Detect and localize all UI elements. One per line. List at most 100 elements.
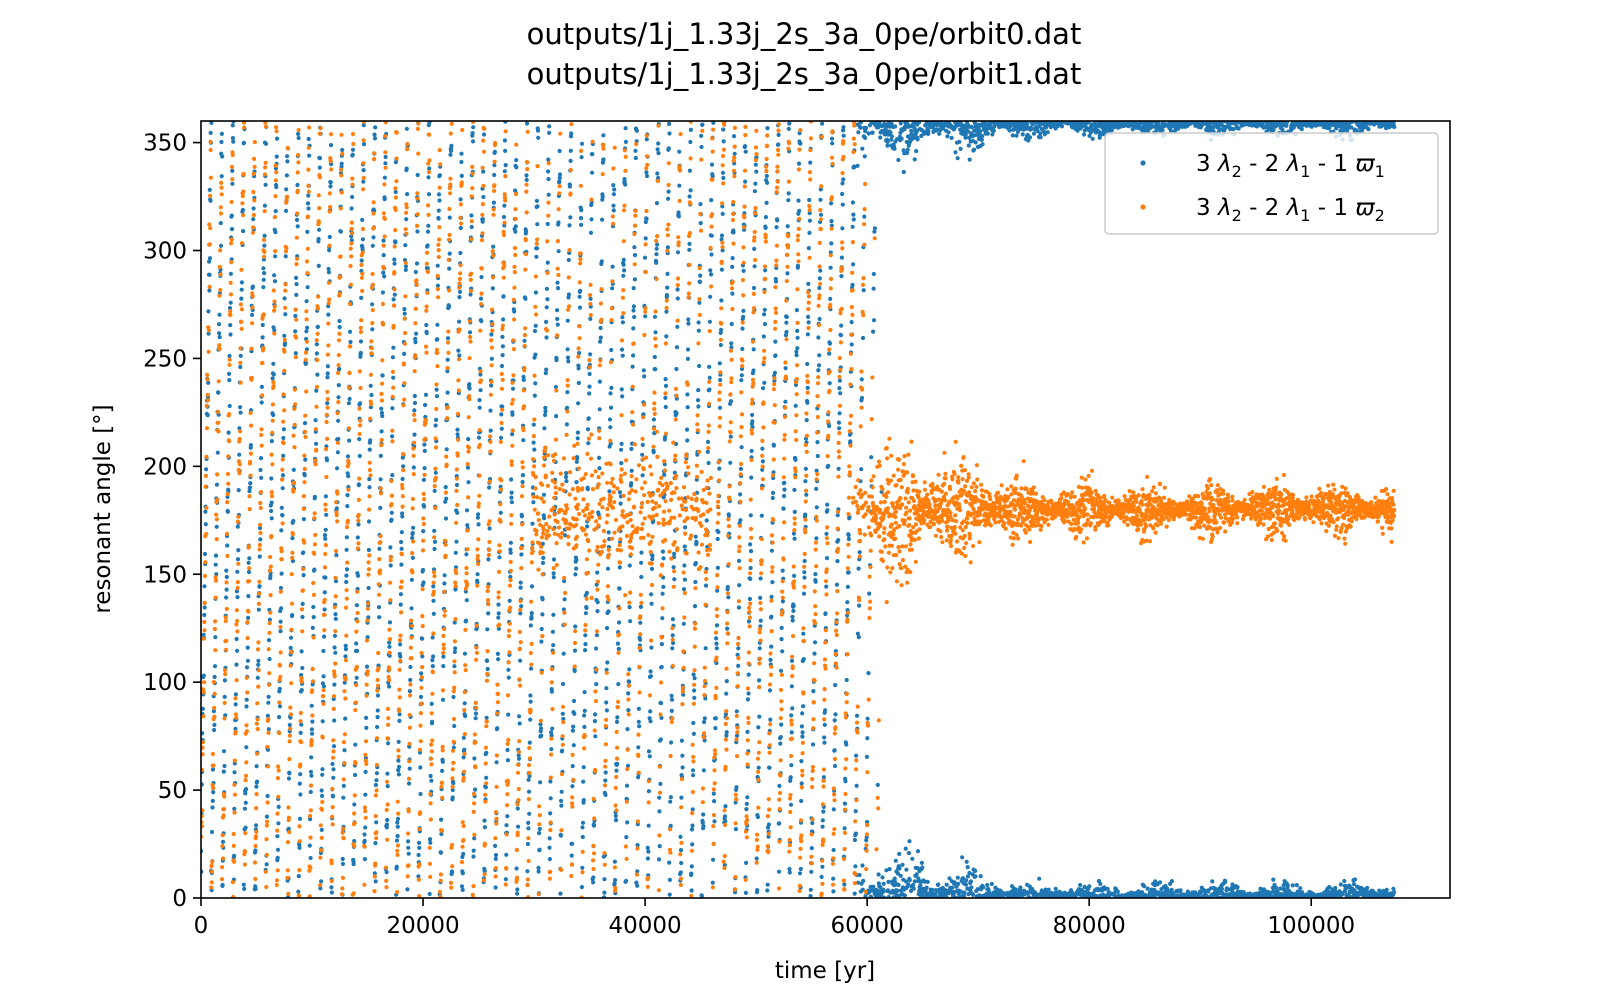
scatter-point bbox=[300, 614, 305, 620]
scatter-point bbox=[548, 796, 553, 801]
scatter-point bbox=[802, 570, 807, 575]
scatter-point bbox=[408, 664, 413, 670]
scatter-point bbox=[576, 380, 581, 386]
scatter-point bbox=[870, 130, 875, 135]
scatter-point bbox=[506, 712, 511, 717]
scatter-point bbox=[588, 296, 593, 301]
scatter-point bbox=[753, 181, 758, 186]
scatter-point bbox=[434, 417, 439, 422]
scatter-point bbox=[746, 619, 752, 624]
scatter-point bbox=[790, 618, 795, 623]
scatter-point bbox=[815, 440, 820, 445]
scatter-point bbox=[661, 556, 666, 561]
scatter-point bbox=[763, 215, 769, 220]
scatter-point bbox=[268, 573, 273, 578]
scatter-point bbox=[428, 837, 433, 842]
scatter-point bbox=[368, 438, 373, 443]
scatter-point bbox=[228, 332, 233, 337]
scatter-point bbox=[258, 467, 263, 473]
scatter-point bbox=[325, 401, 330, 406]
scatter-point bbox=[559, 803, 564, 808]
scatter-point bbox=[543, 405, 548, 410]
scatter-point bbox=[571, 743, 576, 748]
scatter-point bbox=[432, 539, 438, 545]
scatter-point bbox=[778, 741, 783, 746]
scatter-point bbox=[663, 395, 668, 400]
scatter-point bbox=[564, 422, 570, 427]
scatter-point bbox=[358, 350, 363, 355]
scatter-point bbox=[973, 140, 978, 145]
scatter-point bbox=[510, 386, 516, 391]
scatter-point bbox=[477, 405, 482, 410]
scatter-point bbox=[655, 147, 660, 152]
scatter-point bbox=[330, 794, 336, 799]
scatter-point bbox=[443, 516, 449, 521]
scatter-point bbox=[509, 432, 515, 437]
scatter-point bbox=[724, 730, 729, 735]
scatter-point bbox=[698, 202, 703, 207]
scatter-point bbox=[811, 689, 816, 694]
scatter-point bbox=[755, 888, 760, 893]
scatter-point bbox=[698, 273, 703, 278]
scatter-point bbox=[566, 257, 571, 263]
scatter-point bbox=[519, 552, 524, 557]
scatter-point bbox=[310, 625, 315, 631]
scatter-point bbox=[378, 453, 383, 458]
scatter-point bbox=[1037, 876, 1042, 881]
scatter-point bbox=[242, 806, 247, 811]
scatter-point bbox=[669, 697, 675, 702]
scatter-point bbox=[362, 832, 367, 837]
scatter-point bbox=[665, 285, 670, 290]
scatter-point bbox=[459, 159, 464, 165]
scatter-point bbox=[567, 184, 573, 189]
scatter-point bbox=[832, 763, 838, 769]
scatter-point bbox=[420, 567, 426, 573]
scatter-point bbox=[364, 664, 370, 669]
scatter-point bbox=[698, 221, 703, 226]
scatter-point bbox=[712, 819, 717, 824]
scatter-point bbox=[416, 874, 421, 879]
scatter-point bbox=[893, 124, 898, 129]
scatter-point bbox=[294, 275, 299, 280]
scatter-point bbox=[521, 377, 526, 382]
scatter-point bbox=[837, 411, 842, 416]
scatter-point bbox=[746, 691, 751, 696]
scatter-point bbox=[953, 150, 958, 155]
scatter-point bbox=[1290, 883, 1295, 888]
scatter-point bbox=[296, 874, 301, 879]
scatter-point bbox=[752, 189, 758, 194]
scatter-point bbox=[831, 876, 836, 881]
scatter-point bbox=[505, 758, 510, 763]
scatter-point bbox=[232, 806, 237, 812]
scatter-point bbox=[607, 489, 612, 494]
scatter-point bbox=[969, 885, 974, 890]
scatter-point bbox=[725, 626, 730, 631]
scatter-point bbox=[559, 798, 564, 804]
scatter-point bbox=[689, 827, 695, 832]
scatter-point bbox=[228, 271, 233, 276]
scatter-point bbox=[524, 177, 529, 182]
scatter-point bbox=[217, 335, 222, 340]
scatter-point bbox=[347, 396, 352, 402]
scatter-point bbox=[820, 818, 825, 823]
scatter-point bbox=[611, 192, 617, 197]
scatter-point bbox=[235, 524, 240, 529]
scatter-point bbox=[685, 438, 690, 443]
scatter-point bbox=[738, 492, 743, 497]
scatter-point bbox=[279, 606, 284, 611]
scatter-point bbox=[400, 511, 405, 516]
scatter-point bbox=[559, 789, 564, 794]
scatter-point bbox=[220, 882, 225, 888]
scatter-point bbox=[679, 860, 684, 866]
scatter-point bbox=[682, 577, 688, 582]
scatter-point bbox=[285, 159, 290, 164]
scatter-point bbox=[744, 807, 749, 812]
scatter-point bbox=[583, 611, 589, 616]
scatter-point bbox=[380, 413, 385, 419]
scatter-point bbox=[415, 229, 420, 234]
scatter-point bbox=[1333, 885, 1338, 891]
scatter-point bbox=[528, 693, 533, 698]
scatter-point bbox=[466, 480, 471, 485]
scatter-point bbox=[343, 654, 348, 659]
scatter-point bbox=[610, 264, 615, 269]
